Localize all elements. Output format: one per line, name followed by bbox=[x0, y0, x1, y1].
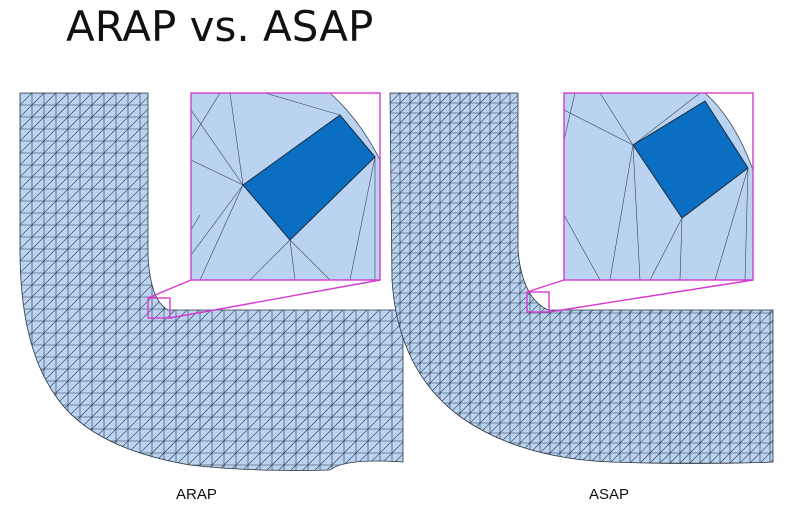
arap-zoom-inset bbox=[190, 92, 381, 281]
arap-zoom-callout bbox=[147, 279, 381, 319]
asap-caption: ASAP bbox=[589, 486, 630, 503]
page-title: ARAP vs. ASAP bbox=[66, 2, 374, 51]
arap-caption: ARAP bbox=[176, 486, 217, 503]
asap-zoom-inset bbox=[563, 92, 754, 281]
arap-highlight-triangle-pair bbox=[242, 114, 376, 241]
asap-highlight-square bbox=[632, 100, 749, 219]
asap-zoom-callout bbox=[526, 279, 754, 313]
